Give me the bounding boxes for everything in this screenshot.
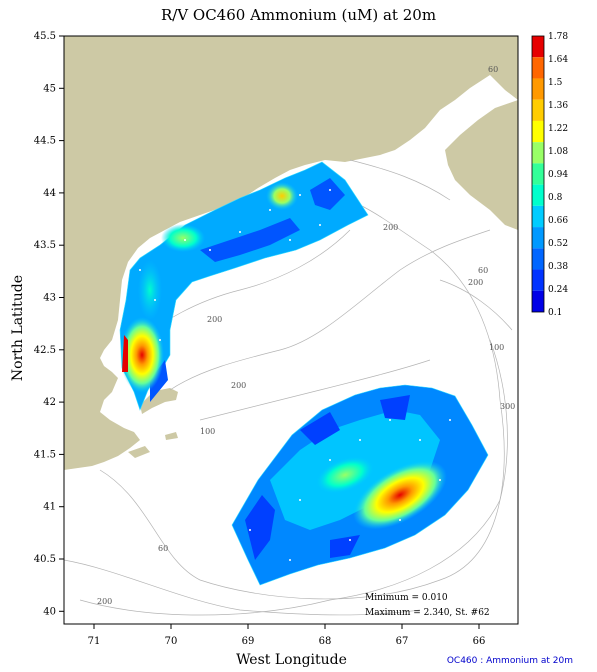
contour-label: 200	[207, 315, 222, 324]
hotspot-penobscot	[266, 182, 298, 210]
colorbar-label: 1.64	[548, 55, 568, 65]
y-tick-label: 40.5	[34, 554, 56, 565]
islands	[128, 432, 178, 458]
colorbar-swatch	[532, 99, 544, 121]
colorbar-frame	[531, 35, 545, 313]
hotspot-coastal	[138, 260, 162, 320]
contour-label: 60	[488, 65, 498, 74]
colorbar-swatch	[532, 57, 544, 79]
hotspot-peak-red	[122, 335, 128, 372]
colorbar-label: 0.24	[548, 285, 568, 295]
land-mass	[64, 36, 518, 470]
y-tick-label: 45	[43, 83, 56, 94]
colorbar-label: 0.38	[548, 262, 568, 272]
y-tick-label: 42	[43, 397, 56, 408]
colorbar-label: 1.78	[548, 32, 568, 42]
map-frame	[63, 35, 519, 625]
contour-label: 200	[468, 278, 483, 287]
gulf-deep-blue	[150, 178, 345, 402]
y-tick-label: 42.5	[34, 345, 56, 356]
colorbar-swatch	[532, 142, 544, 164]
y-tick-label: 41.5	[34, 449, 56, 460]
colorbar-label: 1.08	[548, 147, 568, 157]
figure-footer: OC460 : Ammonium at 20m	[446, 656, 573, 666]
contour-label: 60	[478, 266, 488, 275]
colorbar-label: 1.36	[548, 101, 568, 111]
nova-scotia	[445, 100, 518, 230]
colorbar-label: 1.5	[548, 78, 563, 88]
y-tick-label: 43.5	[34, 240, 56, 251]
y-tick-label: 43	[43, 293, 56, 304]
y-tick-label: 40	[43, 606, 56, 617]
hotspot-portland	[161, 224, 205, 252]
hotspot-massachusetts-bay	[120, 317, 164, 393]
colorbar-label: 0.8	[548, 193, 563, 203]
x-tick-label: 69	[242, 636, 255, 647]
colorbar-swatch	[532, 269, 544, 291]
x-tick-label: 68	[319, 636, 332, 647]
stat-maximum: Maximum = 2.340, St. #62	[365, 608, 490, 618]
contour-label: 200	[231, 381, 246, 390]
colorbar-swatch	[532, 290, 544, 312]
y-tick-label: 45.5	[34, 31, 56, 42]
colorbar-swatch	[532, 163, 544, 185]
contour-label: 100	[489, 343, 504, 352]
colorbar-swatch	[532, 248, 544, 270]
x-tick-label: 67	[396, 636, 409, 647]
colorbar-swatch	[532, 205, 544, 228]
colorbar-label: 0.66	[548, 216, 568, 226]
bathymetry-contours	[64, 159, 513, 616]
cape-cod	[140, 388, 178, 414]
contour-label: 100	[200, 427, 215, 436]
colorbar-swatch	[532, 120, 544, 143]
x-axis-label: West Longitude	[236, 652, 347, 668]
colorbar-label: 0.94	[548, 170, 568, 180]
hotspot-georges-bank	[353, 460, 447, 530]
stat-minimum: Minimum = 0.010	[365, 593, 448, 603]
x-tick-label: 66	[473, 636, 486, 647]
x-tick-label: 70	[165, 636, 178, 647]
contour-label: 200	[383, 223, 398, 232]
hotspot-georges-green	[316, 456, 374, 494]
colorbar-swatch	[532, 184, 544, 206]
x-tick-label: 71	[88, 636, 101, 647]
colorbar-label: 1.22	[548, 124, 568, 134]
colorbar-swatch	[532, 227, 544, 249]
y-axis-label: North Latitude	[10, 274, 26, 382]
y-tick-label: 41	[43, 502, 56, 513]
colorbar-swatch	[532, 36, 544, 58]
y-tick-label: 44	[43, 188, 56, 199]
contour-label: 200	[97, 597, 112, 606]
y-tick-label: 44.5	[34, 136, 56, 147]
colorbar-label: 0.1	[548, 308, 562, 318]
colorbar: 1.78 1.64 1.5 1.36 1.22 1.08 0.94 0.8 0.66 0.52 0.…	[531, 32, 568, 318]
contour-label: 300	[500, 402, 515, 411]
contour-label: 60	[158, 544, 168, 553]
contour-labels: 60 200 60 200 200 100 200 300 100 60 200	[97, 65, 515, 606]
map-title: R/V OC460 Ammonium (uM) at 20m	[160, 6, 437, 24]
colorbar-label: 0.52	[548, 239, 568, 249]
x-axis: 71 70 69 68 67 66	[88, 624, 486, 647]
colorbar-swatch	[532, 78, 544, 100]
georges-deep-blue	[245, 395, 410, 560]
y-axis: 45.5 45 44.5 44 43.5 43 42.5 42 41.5 41 40.5 40	[34, 31, 64, 617]
station-markers	[139, 189, 451, 561]
